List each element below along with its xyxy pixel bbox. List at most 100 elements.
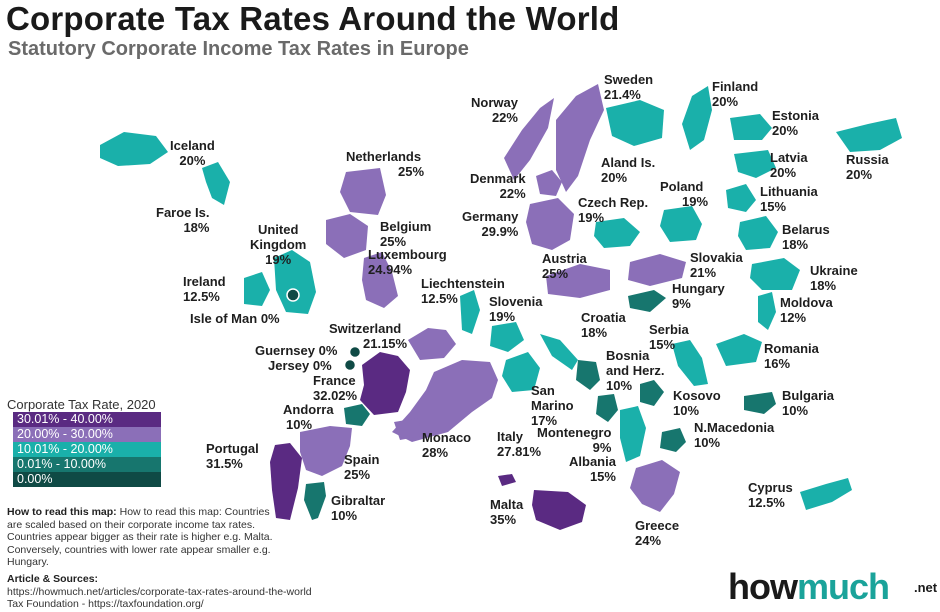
shape-denmark[interactable] xyxy=(536,170,562,196)
shape-bosnia[interactable] xyxy=(576,360,600,390)
legend-item-20-30: 20.00% - 30.00% xyxy=(13,427,161,442)
shape-albania[interactable] xyxy=(620,406,646,462)
label-albania: Albania 15% xyxy=(569,454,616,484)
shape-san-marino[interactable] xyxy=(502,352,540,392)
shape-ukraine[interactable] xyxy=(750,258,800,290)
label-croatia: Croatia 18% xyxy=(581,310,626,340)
shape-croatia[interactable] xyxy=(540,334,578,370)
shape-bulgaria[interactable] xyxy=(744,392,776,414)
label-san-marino: San Marino 17% xyxy=(531,383,574,428)
label-switzerland: Switzerland 21.15% xyxy=(329,321,408,351)
shape-czech[interactable] xyxy=(594,218,640,248)
shape-uk[interactable] xyxy=(274,250,316,314)
shape-iceland[interactable] xyxy=(100,132,168,166)
source-link-howmuch[interactable]: https://howmuch.net/articles/corporate-t… xyxy=(7,585,312,598)
label-monaco: Monaco 28% xyxy=(422,430,472,460)
source-link-taxfoundation[interactable]: Tax Foundation - https://taxfoundation.o… xyxy=(7,598,204,610)
shape-monaco[interactable] xyxy=(394,418,422,440)
label-sweden: Sweden 21.4% xyxy=(604,72,654,102)
shape-cyprus[interactable] xyxy=(800,478,852,510)
label-slovenia: Slovenia 19% xyxy=(489,294,543,324)
legend-item-30-40: 30.01% - 40.00% xyxy=(13,412,161,427)
label-kosovo: Kosovo 10% xyxy=(673,388,721,418)
label-malta: Malta 35% xyxy=(490,497,524,527)
shape-greece[interactable] xyxy=(630,460,680,512)
label-romania: Romania 16% xyxy=(764,341,819,371)
shape-belarus[interactable] xyxy=(738,216,778,250)
shape-gibraltar[interactable] xyxy=(304,482,326,520)
shape-belgium[interactable] xyxy=(326,214,368,258)
shape-finland[interactable] xyxy=(682,86,712,150)
label-france: France 32.02% xyxy=(313,373,358,403)
shape-andorra[interactable] xyxy=(344,404,370,426)
shape-russia[interactable] xyxy=(836,118,902,152)
shape-faroe[interactable] xyxy=(202,162,230,205)
label-cyprus: Cyprus 12.5% xyxy=(748,480,793,510)
label-belarus: Belarus 18% xyxy=(782,222,830,252)
label-spain: Spain 25% xyxy=(344,452,380,482)
shape-moldova[interactable] xyxy=(758,292,776,330)
shape-portugal[interactable] xyxy=(270,443,302,520)
shape-france[interactable] xyxy=(360,352,410,415)
sources: Article & Sources: https://howmuch.net/a… xyxy=(7,573,312,611)
shape-germany[interactable] xyxy=(526,198,574,250)
shape-serbia[interactable] xyxy=(672,340,708,386)
label-italy: Italy 27.81% xyxy=(497,429,542,459)
label-hungary: Hungary 9% xyxy=(672,281,725,311)
label-poland: Poland 19% xyxy=(660,179,709,209)
label-jersey: Jersey 0% xyxy=(268,358,332,373)
shape-slovakia[interactable] xyxy=(628,254,686,286)
shape-malta[interactable] xyxy=(498,474,586,530)
shape-jersey[interactable] xyxy=(343,358,357,372)
shape-sweden[interactable] xyxy=(556,84,604,192)
shape-poland[interactable] xyxy=(660,206,702,242)
shape-ireland[interactable] xyxy=(244,272,270,306)
legend-item-0-10: 0.01% - 10.00% xyxy=(13,457,161,472)
label-czech: Czech Rep. 19% xyxy=(578,195,649,225)
page-title: Corporate Tax Rates Around the World xyxy=(6,0,620,37)
shape-montenegro[interactable] xyxy=(596,394,618,422)
shape-luxembourg[interactable] xyxy=(362,252,398,308)
label-greece: Greece 24% xyxy=(635,518,680,548)
shape-estonia[interactable] xyxy=(730,114,772,140)
legend-title: Corporate Tax Rate, 2020 xyxy=(7,397,156,412)
shape-lithuania[interactable] xyxy=(726,184,756,212)
label-estonia: Estonia 20% xyxy=(772,108,819,138)
label-denmark: Denmark 22% xyxy=(470,171,526,201)
label-bulgaria: Bulgaria 10% xyxy=(782,388,835,418)
legend-item-10-20: 10.01% - 20.00% xyxy=(13,442,161,457)
label-finland: Finland 20% xyxy=(712,79,759,109)
shape-switzerland[interactable] xyxy=(408,328,456,360)
label-guernsey: Guernsey 0% xyxy=(255,343,338,358)
label-gibraltar: Gibraltar 10% xyxy=(331,493,386,523)
shape-slovenia[interactable] xyxy=(490,322,524,352)
label-serbia: Serbia 15% xyxy=(649,322,689,352)
shape-n-macedonia[interactable] xyxy=(660,428,686,452)
shape-liechtenstein[interactable] xyxy=(460,290,480,334)
label-iceland: Iceland 20% xyxy=(170,138,215,168)
how-to-read-note: How to read this map: How to read this m… xyxy=(7,506,273,568)
page-subtitle: Statutory Corporate Income Tax Rates in … xyxy=(8,38,469,60)
howmuch-logo-net: .net xyxy=(914,580,938,595)
label-netherlands: Netherlands 25% xyxy=(345,149,425,179)
shape-latvia[interactable] xyxy=(734,150,776,178)
label-isle-of-man: Isle of Man 0% xyxy=(190,311,280,326)
shape-spain[interactable] xyxy=(300,426,352,476)
label-belgium: Belgium 25% xyxy=(380,219,432,249)
shape-guernsey[interactable] xyxy=(348,345,362,359)
shape-netherlands[interactable] xyxy=(340,168,386,215)
howmuch-logo[interactable]: howmuch xyxy=(728,566,890,607)
shape-austria[interactable] xyxy=(546,264,610,298)
label-germany: Germany 29.9% xyxy=(462,209,519,239)
label-latvia: Latvia 20% xyxy=(770,150,808,180)
shape-romania[interactable] xyxy=(716,334,762,366)
shape-isle-of-man[interactable] xyxy=(286,288,300,302)
label-norway: Norway 22% xyxy=(471,95,518,125)
shape-hungary[interactable] xyxy=(628,290,666,312)
label-slovakia: Slovakia 21% xyxy=(690,250,743,280)
shape-aland[interactable] xyxy=(606,100,664,146)
label-faroe: Faroe Is. 18% xyxy=(156,205,210,235)
shape-kosovo[interactable] xyxy=(640,380,664,406)
shape-norway[interactable] xyxy=(504,98,554,180)
